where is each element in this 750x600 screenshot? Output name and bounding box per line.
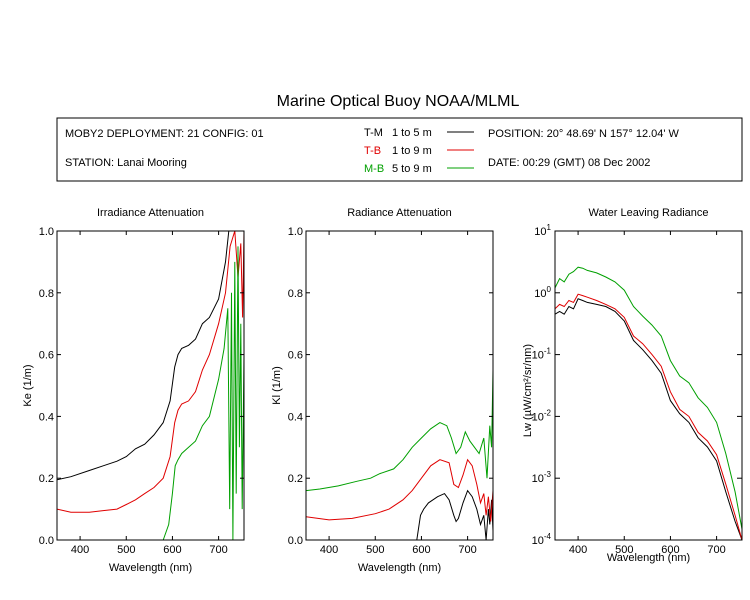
x-tick-label: 500 [117,544,135,556]
y-tick-label: 0.6 [288,350,303,362]
x-tick-label: 400 [569,544,587,556]
plot-frame [554,230,743,541]
charts: Irradiance Attenuation 400 500 600 700 Wavele… [22,207,743,574]
y-tick-label: 0.6 [39,350,54,362]
y-tick-label: 10-1 [532,347,552,362]
x-axis-label: Wavelength (nm) [109,562,192,574]
series-line-m-b [162,246,244,540]
y-tick-label: 0.2 [288,473,303,485]
page-title: Marine Optical Buoy NOAA/MLML [277,93,520,110]
position-text: POSITION: 20° 48.69' N 157° 12.04' W [488,128,680,140]
y-axis-label: Lw (µW/cm²/sr/nm) [522,344,534,437]
y-tick-label: 101 [534,223,551,238]
chart-panel-2: Radiance Attenuation 400 500 600 700 Waveleng… [271,207,494,574]
x-tick-label: 700 [209,544,227,556]
series-line-t-b [306,458,493,522]
x-axis-label: Wavelength (nm) [358,562,441,574]
chart-title: Irradiance Attenuation [97,207,204,219]
x-tick-label: 700 [458,544,476,556]
y-tick-label: 1.0 [39,226,54,238]
station-text: STATION: Lanai Mooring [65,157,187,169]
date-text: DATE: 00:29 (GMT) 08 Dec 2002 [488,157,650,169]
x-tick-label: 600 [412,544,430,556]
chart-panel-1: Irradiance Attenuation 400 500 600 700 Wavele… [22,207,245,574]
series-line-m-b [306,369,493,492]
chart-title: Water Leaving Radiance [588,207,708,219]
y-tick-label: 0.2 [39,473,54,485]
y-axis-label: Kl (1/m) [271,366,283,405]
chart-title: Radiance Attenuation [347,207,452,219]
legend-code-mb: M-B [364,163,384,175]
chart-panel-3: Water Leaving Radiance 400 500 600 700 Wavele… [522,207,743,564]
legend-range-tb: 1 to 9 m [392,145,432,157]
series-line-t-m [416,489,493,540]
x-tick-label: 400 [71,544,89,556]
series-line-m-b [555,266,742,530]
x-tick-label: 700 [707,544,725,556]
y-tick-label: 0.0 [288,535,303,547]
legend-range-mb: 5 to 9 m [392,163,432,175]
series-line-t-b [555,293,742,540]
plot-frame [305,230,494,541]
y-tick-label: 0.0 [39,535,54,547]
x-tick-label: 400 [320,544,338,556]
series-line-t-m [555,298,742,540]
x-tick-label: 500 [366,544,384,556]
legend: T-M 1 to 5 m T-B 1 to 9 m M-B 5 to 9 m [364,127,474,175]
legend-code-tm: T-M [364,127,383,139]
series-line-t-m [57,231,230,481]
series-line-t-b [57,231,244,513]
y-tick-label: 0.8 [39,288,54,300]
y-tick-label: 10-4 [532,532,552,547]
y-tick-label: 10-3 [532,470,552,485]
y-tick-label: 0.8 [288,288,303,300]
legend-range-tm: 1 to 5 m [392,127,432,139]
y-tick-label: 10-2 [532,408,552,423]
y-tick-label: 0.4 [288,411,303,423]
y-tick-label: 1.0 [288,226,303,238]
x-axis-label: Wavelength (nm) [607,552,690,564]
y-tick-label: 100 [534,285,551,300]
y-axis-label: Ke (1/m) [22,364,34,406]
x-tick-label: 600 [163,544,181,556]
x-tick-label: 600 [661,544,679,556]
legend-code-tb: T-B [364,145,381,157]
plot-frame [56,230,245,541]
x-tick-label: 500 [615,544,633,556]
deployment-text: MOBY2 DEPLOYMENT: 21 CONFIG: 01 [65,128,264,140]
y-tick-label: 0.4 [39,411,54,423]
info-box [56,117,743,182]
